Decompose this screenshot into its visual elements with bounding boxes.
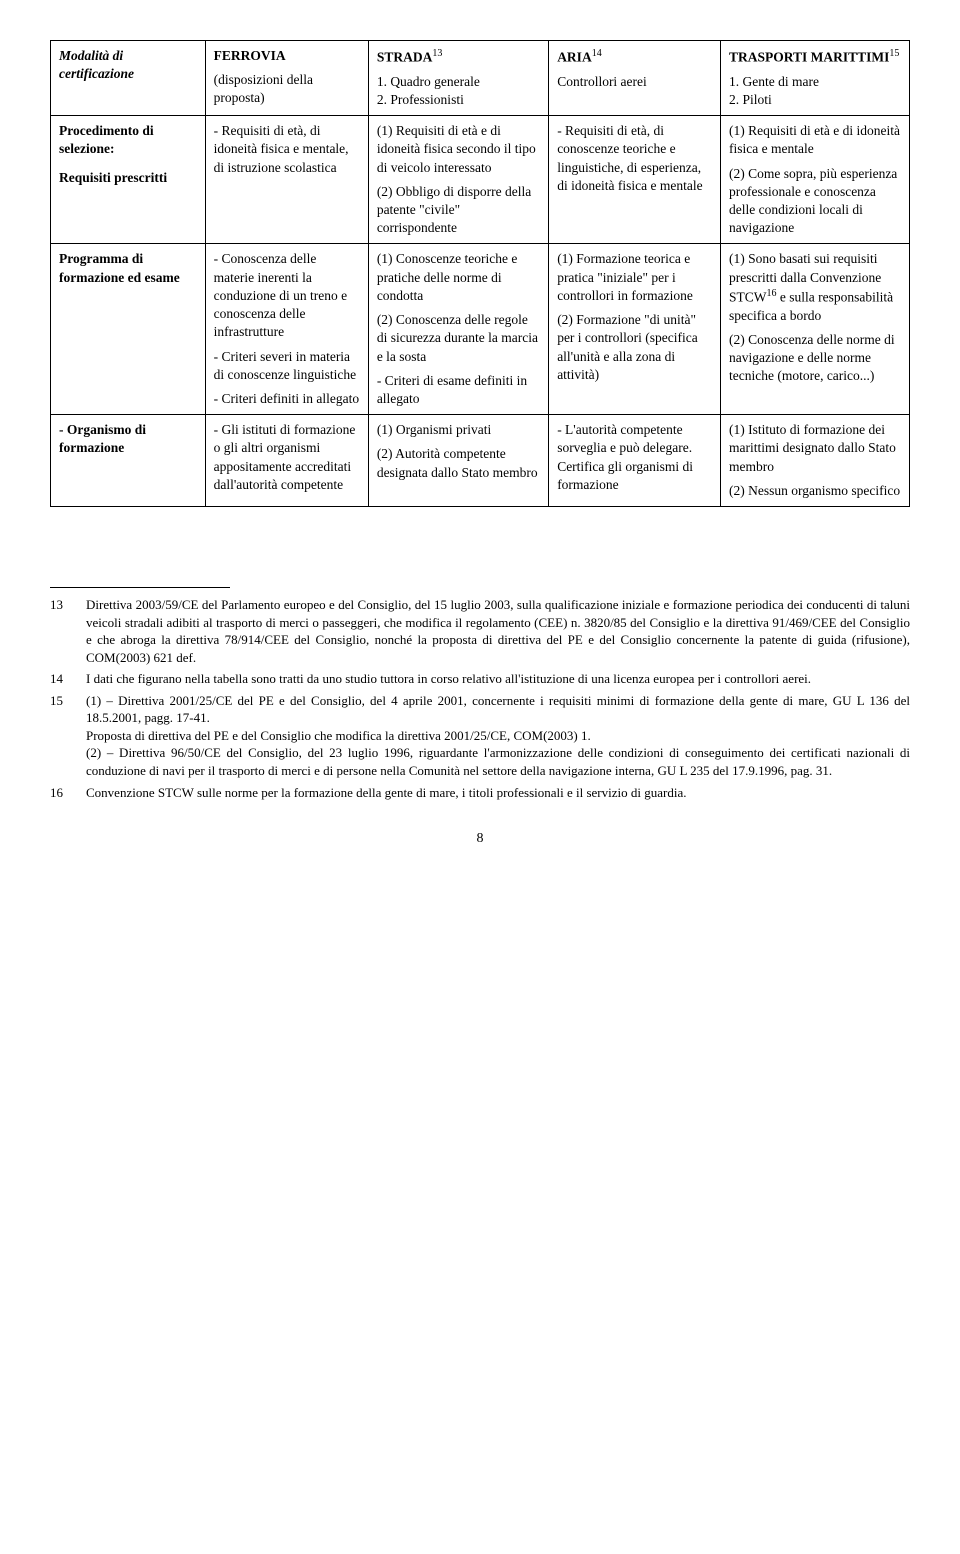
certification-table: Modalità di certificazione FERROVIA (dis…	[50, 40, 910, 507]
footnotes-block: 13 Direttiva 2003/59/CE del Parlamento e…	[50, 596, 910, 801]
table-row: Procedimento di selezione: Requisiti pre…	[51, 116, 910, 244]
cell: (1) Istituto di formazione dei marittimi…	[720, 415, 909, 507]
footnote-13: 13 Direttiva 2003/59/CE del Parlamento e…	[50, 596, 910, 666]
table-row: - Organismo di formazione - Gli istituti…	[51, 415, 910, 507]
cell: - Requisiti di età, di conoscenze teoric…	[549, 116, 721, 244]
col-header-ferrovia: FERROVIA (disposizioni della proposta)	[205, 41, 368, 116]
page-number: 8	[50, 831, 910, 847]
table-row: Programma di formazione ed esame - Conos…	[51, 244, 910, 415]
cell: (1) Sono basati sui requisiti prescritti…	[720, 244, 909, 415]
cell: - Requisiti di età, di idoneità fisica e…	[205, 116, 368, 244]
cell: - Gli istituti di formazione o gli altri…	[205, 415, 368, 507]
col-header-aria: ARIA14 Controllori aerei	[549, 41, 721, 116]
col-header-strada: STRADA13 1. Quadro generale 2. Professio…	[368, 41, 548, 116]
cell: (1) Requisiti di età e di idoneità fisic…	[720, 116, 909, 244]
footnote-16: 16 Convenzione STCW sulle norme per la f…	[50, 784, 910, 802]
cell: (1) Formazione teorica e pratica "inizia…	[549, 244, 721, 415]
cell: (1) Conoscenze teoriche e pratiche delle…	[368, 244, 548, 415]
cell: - L'autorità competente sorveglia e può …	[549, 415, 721, 507]
row-procedimento-label: Procedimento di selezione: Requisiti pre…	[51, 116, 206, 244]
row-organismo-label: - Organismo di formazione	[51, 415, 206, 507]
table-header-row: Modalità di certificazione FERROVIA (dis…	[51, 41, 910, 116]
cell: (1) Organismi privati (2) Autorità compe…	[368, 415, 548, 507]
cell: (1) Requisiti di età e di idoneità fisic…	[368, 116, 548, 244]
col-header-modalita: Modalità di certificazione	[51, 41, 206, 116]
footnote-15: 15 (1) – Direttiva 2001/25/CE del PE e d…	[50, 692, 910, 780]
footnote-14: 14 I dati che figurano nella tabella son…	[50, 670, 910, 688]
row-programma-label: Programma di formazione ed esame	[51, 244, 206, 415]
footnote-separator	[50, 587, 230, 588]
col-header-trasporti: TRASPORTI MARITTIMI15 1. Gente di mare 2…	[720, 41, 909, 116]
cell: - Conoscenza delle materie inerenti la c…	[205, 244, 368, 415]
